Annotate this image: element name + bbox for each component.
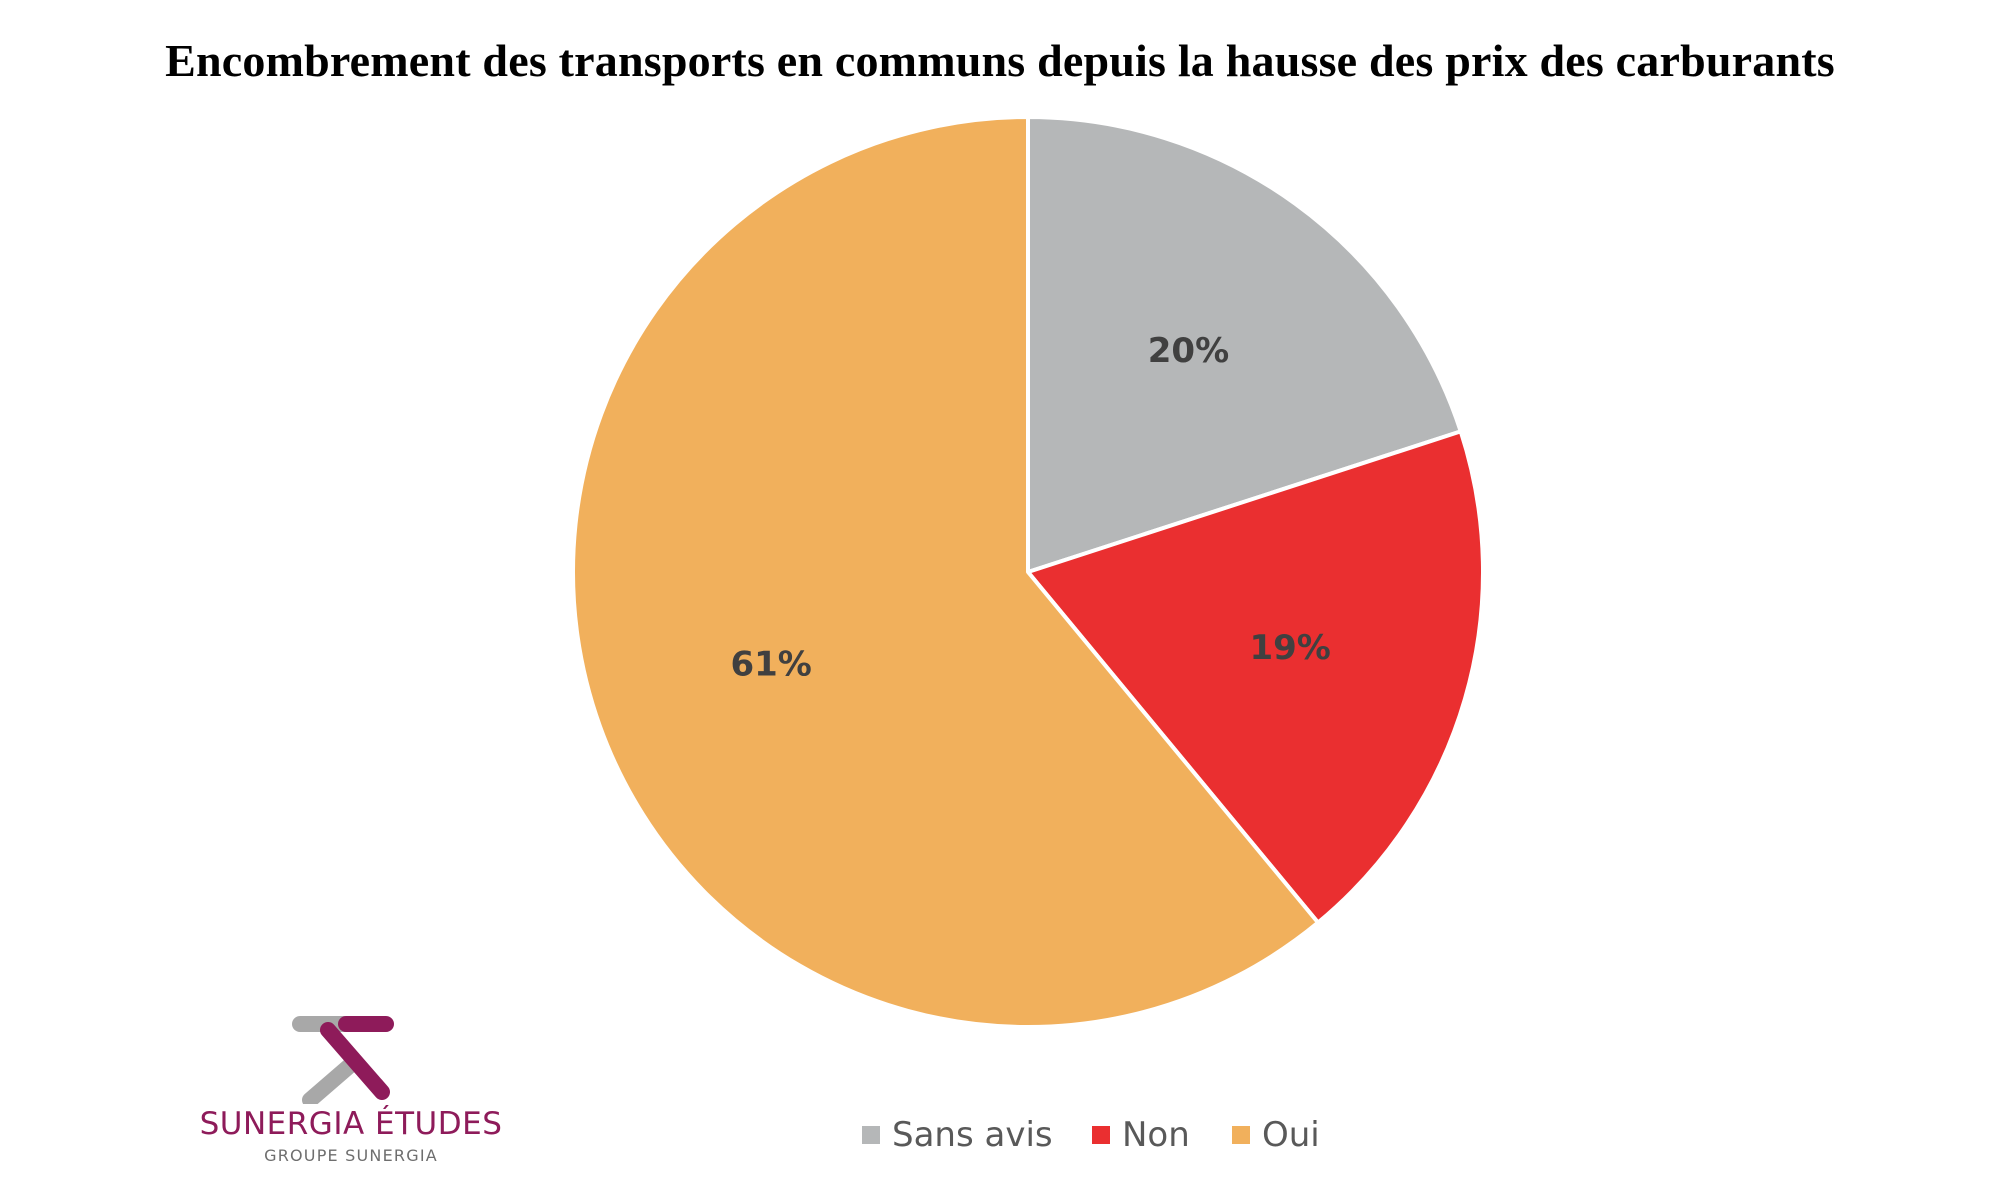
legend-swatch-non xyxy=(1092,1126,1110,1144)
data-label-sans-avis: 20% xyxy=(1148,331,1229,371)
legend-label-oui: Oui xyxy=(1262,1115,1320,1155)
legend-item-sans-avis: Sans avis xyxy=(862,1110,1053,1160)
pie-slice-sans-avis xyxy=(1026,115,1463,574)
legend-item-oui: Oui xyxy=(1232,1110,1320,1160)
sunergia-logo-mark-icon xyxy=(292,1016,394,1104)
data-label-non: 19% xyxy=(1249,628,1330,668)
chart-title: Encombrement des transports en communs d… xyxy=(165,35,1835,86)
chart-legend: Sans avis Non Oui xyxy=(0,1110,2000,1160)
pie-slices xyxy=(571,115,1485,1029)
logo-group-name: GROUPE SUNERGIA xyxy=(264,1146,438,1165)
pie-slice-non xyxy=(1026,429,1485,925)
pie-slice-oui xyxy=(571,115,1321,1029)
pie-data-labels: 20% 19% 61% xyxy=(730,331,1330,684)
legend-item-non: Non xyxy=(1092,1110,1190,1160)
logo-brand-name: SUNERGIA ÉTUDES xyxy=(199,1106,503,1142)
legend-swatch-sans-avis xyxy=(862,1126,880,1144)
legend-label-non: Non xyxy=(1122,1115,1190,1155)
legend-swatch-oui xyxy=(1232,1126,1250,1144)
sunergia-logo: SUNERGIA ÉTUDES GROUPE SUNERGIA xyxy=(186,1004,516,1174)
data-label-oui: 61% xyxy=(730,644,811,684)
legend-label-sans-avis: Sans avis xyxy=(892,1115,1053,1155)
